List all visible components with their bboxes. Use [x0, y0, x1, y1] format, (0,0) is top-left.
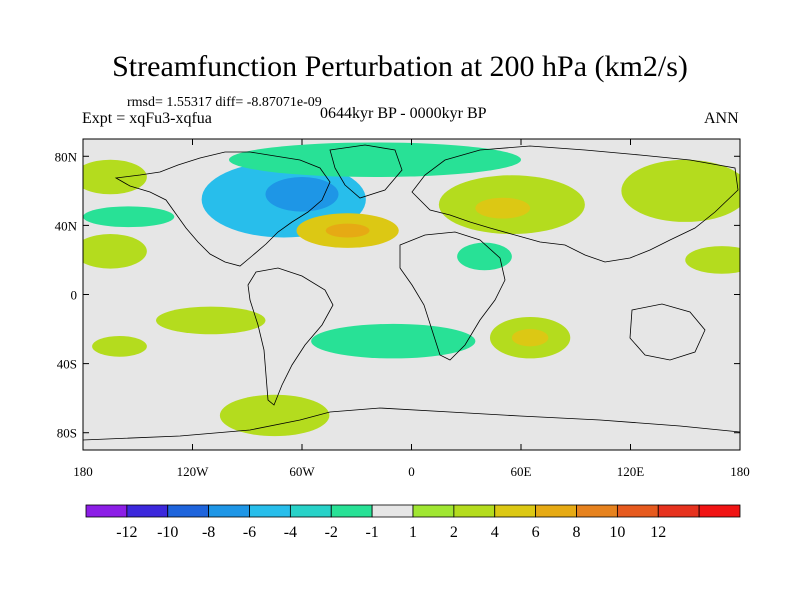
- colorbar-box-14: [657, 504, 700, 518]
- x-tick-label-5: 120E: [617, 464, 645, 479]
- period-label: 0644kyr BP - 0000kyr BP: [320, 105, 487, 122]
- region-pacific-north-low: [83, 206, 175, 228]
- y-tick-label-0: 80N: [55, 149, 78, 164]
- region-south-atlantic-low: [311, 323, 476, 359]
- x-tick-label-4: 60E: [511, 464, 532, 479]
- region-north-america-core: [265, 177, 339, 212]
- region-south-pacific-high: [156, 306, 266, 335]
- colorbar-label-0: -12: [116, 524, 137, 541]
- contour-regions: [83, 142, 740, 437]
- colorbar-label-13: 12: [650, 524, 666, 541]
- region-africa-low: [457, 242, 512, 271]
- region-pacific-north-high: [83, 159, 147, 195]
- y-tick-label-1: 40N: [55, 218, 78, 233]
- coast-south-america: [247, 267, 334, 406]
- colorbar-label-9: 4: [491, 524, 499, 541]
- coast-africa: [399, 231, 506, 361]
- coast-north-america: [114, 151, 331, 267]
- colorbar-label-5: -2: [325, 524, 338, 541]
- y-tick-label-2: 0: [71, 288, 78, 303]
- colorbar: -12 -10 -8 -6 -4 -2 -1 1 2 4 6 8 10 12: [85, 504, 741, 541]
- region-east-asia-high: [621, 159, 740, 222]
- coast-antarctica: [83, 407, 740, 441]
- colorbar-label-10: 6: [532, 524, 540, 541]
- axis-ticks: 180 120W 60W 0 60E 120E 180 80N 40N 0 40S 80S: [55, 139, 750, 479]
- region-subtropical-atlantic-core: [325, 223, 370, 238]
- colorbar-box-8: [412, 504, 455, 518]
- x-tick-label-6: 180: [730, 464, 750, 479]
- region-eurasia-core: [475, 197, 531, 219]
- coast-australia: [629, 303, 706, 361]
- colorbar-box-3: [208, 504, 250, 518]
- colorbar-label-1: -10: [157, 524, 178, 541]
- x-tick-label-1: 120W: [177, 464, 210, 479]
- colorbar-box-2: [167, 504, 210, 518]
- region-arctic-band: [229, 142, 521, 178]
- coast-eurasia: [411, 145, 739, 263]
- chart-title: Streamfunction Perturbation at 200 hPa (…: [112, 50, 688, 83]
- colorbar-box-6: [330, 504, 373, 518]
- region-pacific-east-high: [685, 246, 740, 274]
- region-pacific-west-high: [83, 234, 147, 269]
- y-tick-label-4: 80S: [57, 426, 77, 441]
- region-south-pacific-west-high: [92, 335, 147, 357]
- colorbar-box-15: [698, 504, 741, 518]
- colorbar-box-13: [616, 504, 659, 518]
- colorbar-label-3: -6: [243, 524, 256, 541]
- colorbar-box-1: [126, 504, 169, 518]
- colorbar-label-7: 1: [409, 524, 417, 541]
- colorbar-label-6: -1: [365, 524, 378, 541]
- colorbar-box-12: [576, 504, 618, 518]
- season-label: ANN: [704, 110, 739, 127]
- colorbar-box-5: [289, 504, 332, 518]
- stats-label: rmsd= 1.55317 diff= -8.87071e-09: [127, 95, 322, 110]
- colorbar-label-4: -4: [284, 524, 297, 541]
- coastlines: [83, 144, 740, 441]
- colorbar-label-12: 10: [609, 524, 625, 541]
- colorbar-box-0: [85, 504, 128, 518]
- region-indian-ocean-core: [511, 329, 549, 347]
- coast-greenland: [329, 144, 403, 199]
- colorbar-box-11: [535, 504, 577, 518]
- region-antarctic-high: [219, 394, 330, 437]
- colorbar-box-9: [453, 504, 496, 518]
- colorbar-box-4: [249, 504, 291, 518]
- experiment-label: Expt = xqFu3-xqfua: [82, 110, 212, 127]
- y-tick-label-3: 40S: [57, 357, 77, 372]
- colorbar-label-11: 8: [573, 524, 581, 541]
- x-tick-label-0: 180: [73, 464, 93, 479]
- colorbar-label-2: -8: [202, 524, 215, 541]
- x-tick-label-3: 0: [408, 464, 415, 479]
- colorbar-label-8: 2: [450, 524, 458, 541]
- colorbar-box-7: [371, 504, 414, 518]
- x-tick-label-2: 60W: [289, 464, 315, 479]
- colorbar-box-10: [494, 504, 537, 518]
